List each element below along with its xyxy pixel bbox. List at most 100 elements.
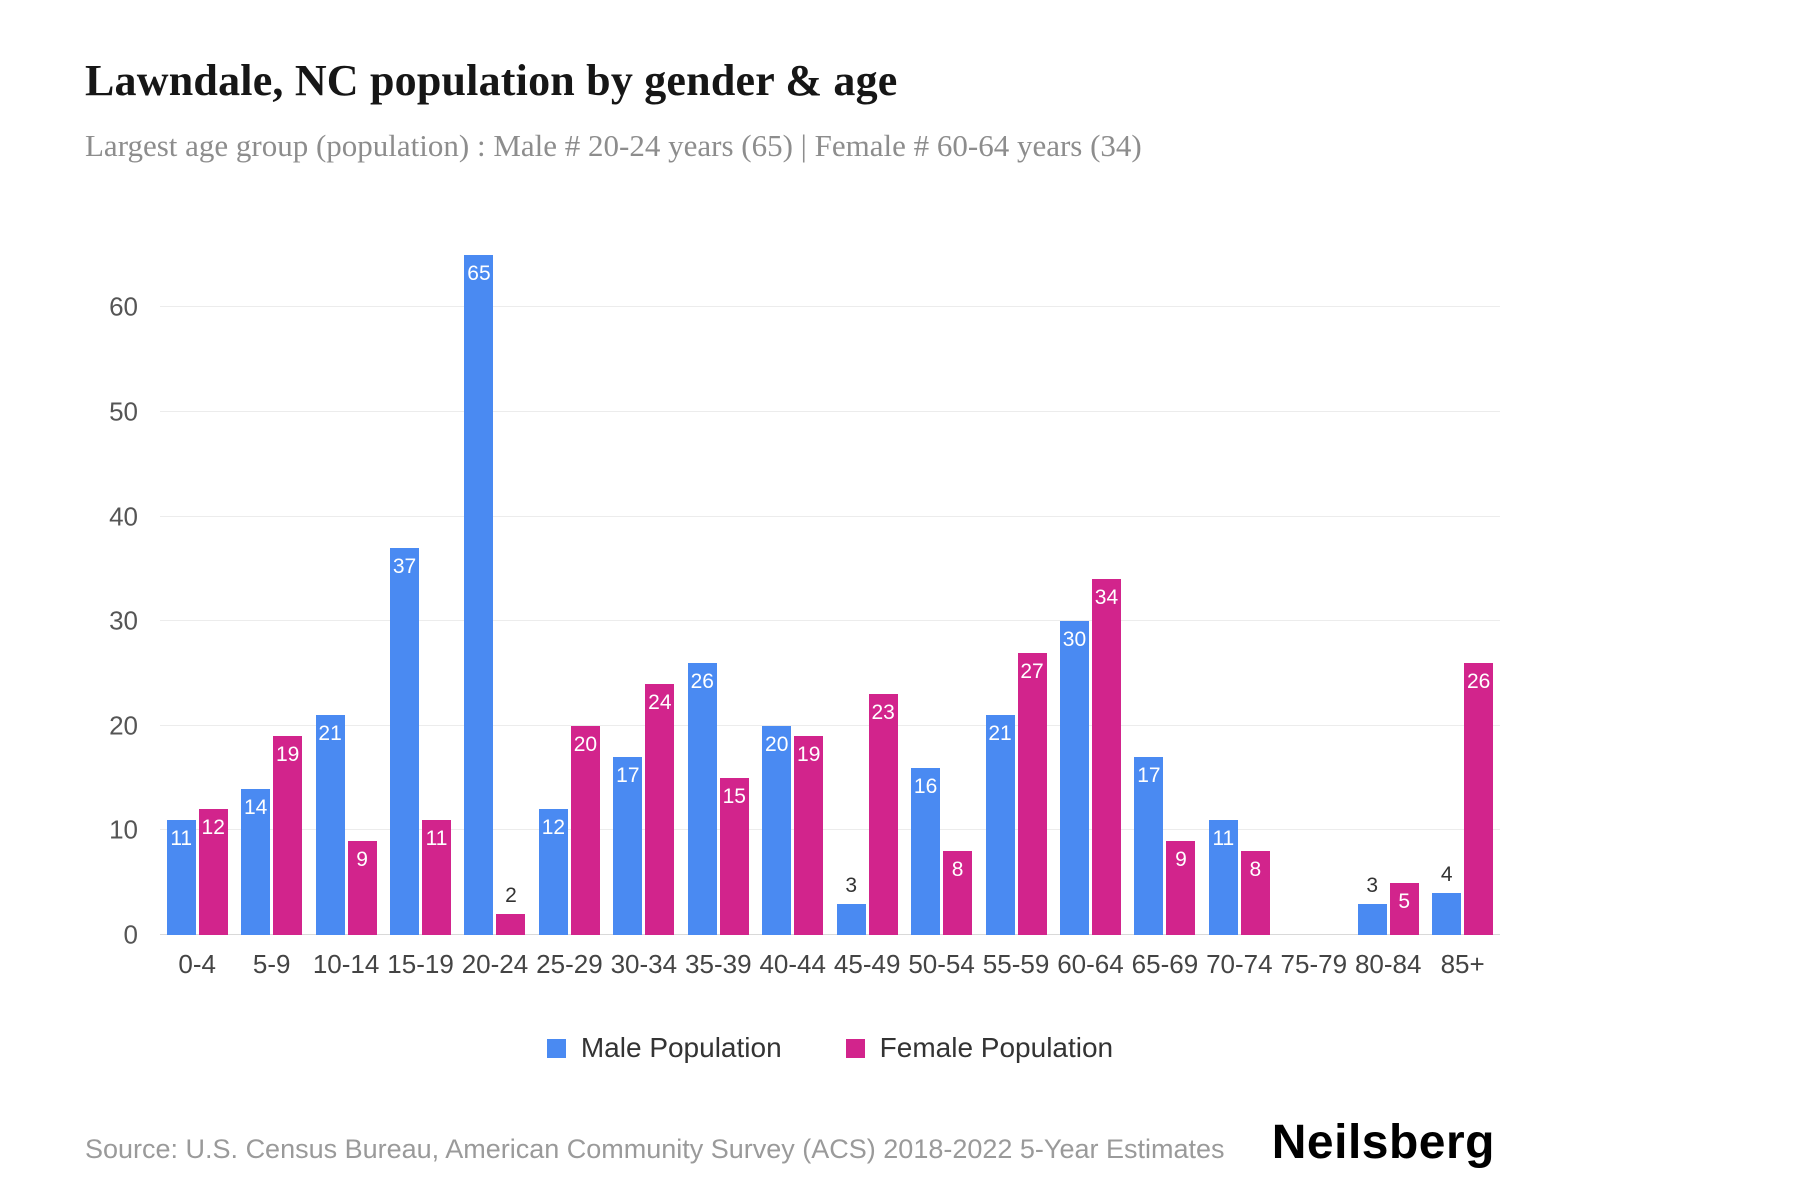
x-tick-label: 65-69 [1131, 949, 1199, 979]
bar-group: 17 24 [607, 255, 681, 935]
bar-group: 20 19 [756, 255, 830, 935]
source-note: Source: U.S. Census Bureau, American Com… [85, 1134, 1225, 1164]
female-population-bar: 19 [273, 736, 303, 935]
bar-value-label: 21 [318, 722, 342, 746]
legend-label: Female Population [879, 1032, 1114, 1063]
female-population-bar: 20 [570, 725, 600, 935]
bar-value-label: 9 [1175, 847, 1187, 871]
male-population-bar: 26 [687, 663, 717, 935]
bar-group [1277, 255, 1351, 935]
male-population-bar: 3 [836, 874, 866, 935]
female-population-bar: 26 [1464, 663, 1494, 935]
bar-value-label: 12 [201, 816, 225, 840]
female-population-bar: 9 [1166, 840, 1196, 935]
bar-value-label: 14 [243, 795, 268, 819]
bar-value-label: 20 [765, 732, 789, 756]
y-tick-label: 50 [109, 396, 138, 427]
bar-value-label: 2 [505, 884, 517, 908]
bar-value-label: 17 [616, 764, 640, 788]
x-tick-label: 50-54 [908, 949, 975, 979]
legend-swatch [845, 1038, 865, 1058]
male-population-bar: 11 [1208, 819, 1238, 935]
female-population-bar: 8 [943, 851, 973, 935]
y-tick-label: 30 [109, 605, 138, 636]
legend: Male Population Female Population [160, 1032, 1500, 1064]
bar-group: 3 23 [830, 255, 904, 935]
female-population-bar: 11 [422, 819, 452, 935]
legend-item: Female Population [845, 1032, 1114, 1064]
y-tick-label: 0 [123, 919, 138, 950]
bar-value-label: 15 [722, 785, 746, 809]
bar-value-label: 8 [951, 858, 964, 882]
bar-group: 26 15 [681, 255, 755, 935]
bar-value-label: 3 [1366, 873, 1379, 897]
male-population-bar: 65 [464, 255, 494, 935]
female-population-bar: 19 [794, 736, 824, 935]
bar-value-label: 26 [690, 670, 714, 693]
y-tick-label: 60 [109, 291, 138, 322]
x-tick-label: 25-29 [536, 949, 603, 979]
bar-value-label: 17 [1137, 764, 1161, 788]
bar-value-label: 8 [1249, 858, 1262, 882]
male-population-bar: 21 [315, 715, 345, 935]
bar-group: 21 9 [309, 255, 383, 935]
bar-value-label: 37 [392, 554, 417, 578]
female-population-bar: 8 [1240, 851, 1270, 935]
chart-area: 0 10 20 30 40 50 60 11 12 14 19 21 9 37 11 65 2 12 20 17 24… [109, 255, 1500, 1064]
x-tick-label: 85+ [1440, 949, 1485, 979]
x-axis-labels: 0-4 5-9 10-14 15-19 20-24 25-29 30-34 35-39 40-4… [160, 949, 1500, 980]
bar-group: 30 34 [1053, 255, 1127, 935]
bar-value-label: 5 [1398, 889, 1411, 913]
y-axis-labels: 0 10 20 30 40 50 60 [90, 255, 160, 950]
male-population-bar: 12 [538, 809, 568, 935]
x-tick-label: 60-64 [1057, 949, 1124, 979]
x-tick-label: 20-24 [461, 949, 529, 979]
female-population-bar: 15 [719, 778, 749, 935]
bar-value-label: 9 [356, 847, 368, 871]
female-population-bar: 27 [1017, 652, 1047, 935]
bar-group: 16 8 [904, 255, 978, 935]
legend-swatch [546, 1038, 566, 1058]
female-population-bar: 23 [868, 694, 898, 935]
bar-value-label: 27 [1020, 659, 1044, 683]
bar-value-label: 23 [871, 701, 895, 725]
male-population-bar: 30 [1059, 621, 1089, 935]
bar-group: 37 11 [383, 255, 457, 935]
x-tick-label: 30-34 [610, 949, 678, 979]
bar-group: 11 12 [160, 255, 234, 935]
bar-value-label: 19 [797, 743, 821, 767]
gridline [160, 934, 1500, 935]
gridline [160, 620, 1500, 622]
y-tick-label: 10 [109, 814, 138, 845]
male-population-bar: 37 [390, 547, 420, 935]
male-population-bar: 11 [166, 819, 196, 935]
x-tick-label: 75-79 [1280, 949, 1348, 979]
gridline [160, 829, 1500, 831]
x-tick-label: 0-4 [178, 949, 216, 979]
bar-value-label: 11 [1212, 826, 1235, 850]
bar-group: 4 26 [1425, 255, 1499, 935]
bar-value-label: 21 [988, 722, 1012, 746]
bars-row: 11 12 14 19 21 9 37 11 65 2 12 20 17 24 26 15 20 19 3 23 16 8… [160, 255, 1500, 935]
bar-group: 65 2 [458, 255, 532, 935]
bar-value-label: 16 [913, 774, 938, 798]
bar-value-label: 26 [1466, 670, 1491, 693]
bar-value-label: 12 [541, 816, 566, 840]
female-population-bar: 24 [645, 683, 675, 935]
bar-group: 14 19 [234, 255, 308, 935]
legend-item: Male Population [546, 1032, 782, 1064]
y-tick-label: 40 [109, 501, 138, 532]
bar-group: 21 27 [979, 255, 1053, 935]
legend-label: Male Population [580, 1032, 782, 1063]
bar-value-label: 30 [1062, 628, 1087, 652]
gridline [160, 724, 1500, 726]
male-population-bar: 21 [985, 715, 1015, 935]
bar-value-label: 34 [1094, 586, 1119, 610]
brand-logo: Neilsberg [1271, 1116, 1495, 1169]
x-tick-label: 70-74 [1206, 949, 1273, 979]
male-population-bar: 17 [1134, 757, 1164, 935]
bar-value-label: 11 [425, 826, 448, 850]
chart-title: Lawndale, NC population by gender & age [85, 56, 898, 105]
x-tick-label: 5-9 [252, 949, 291, 979]
